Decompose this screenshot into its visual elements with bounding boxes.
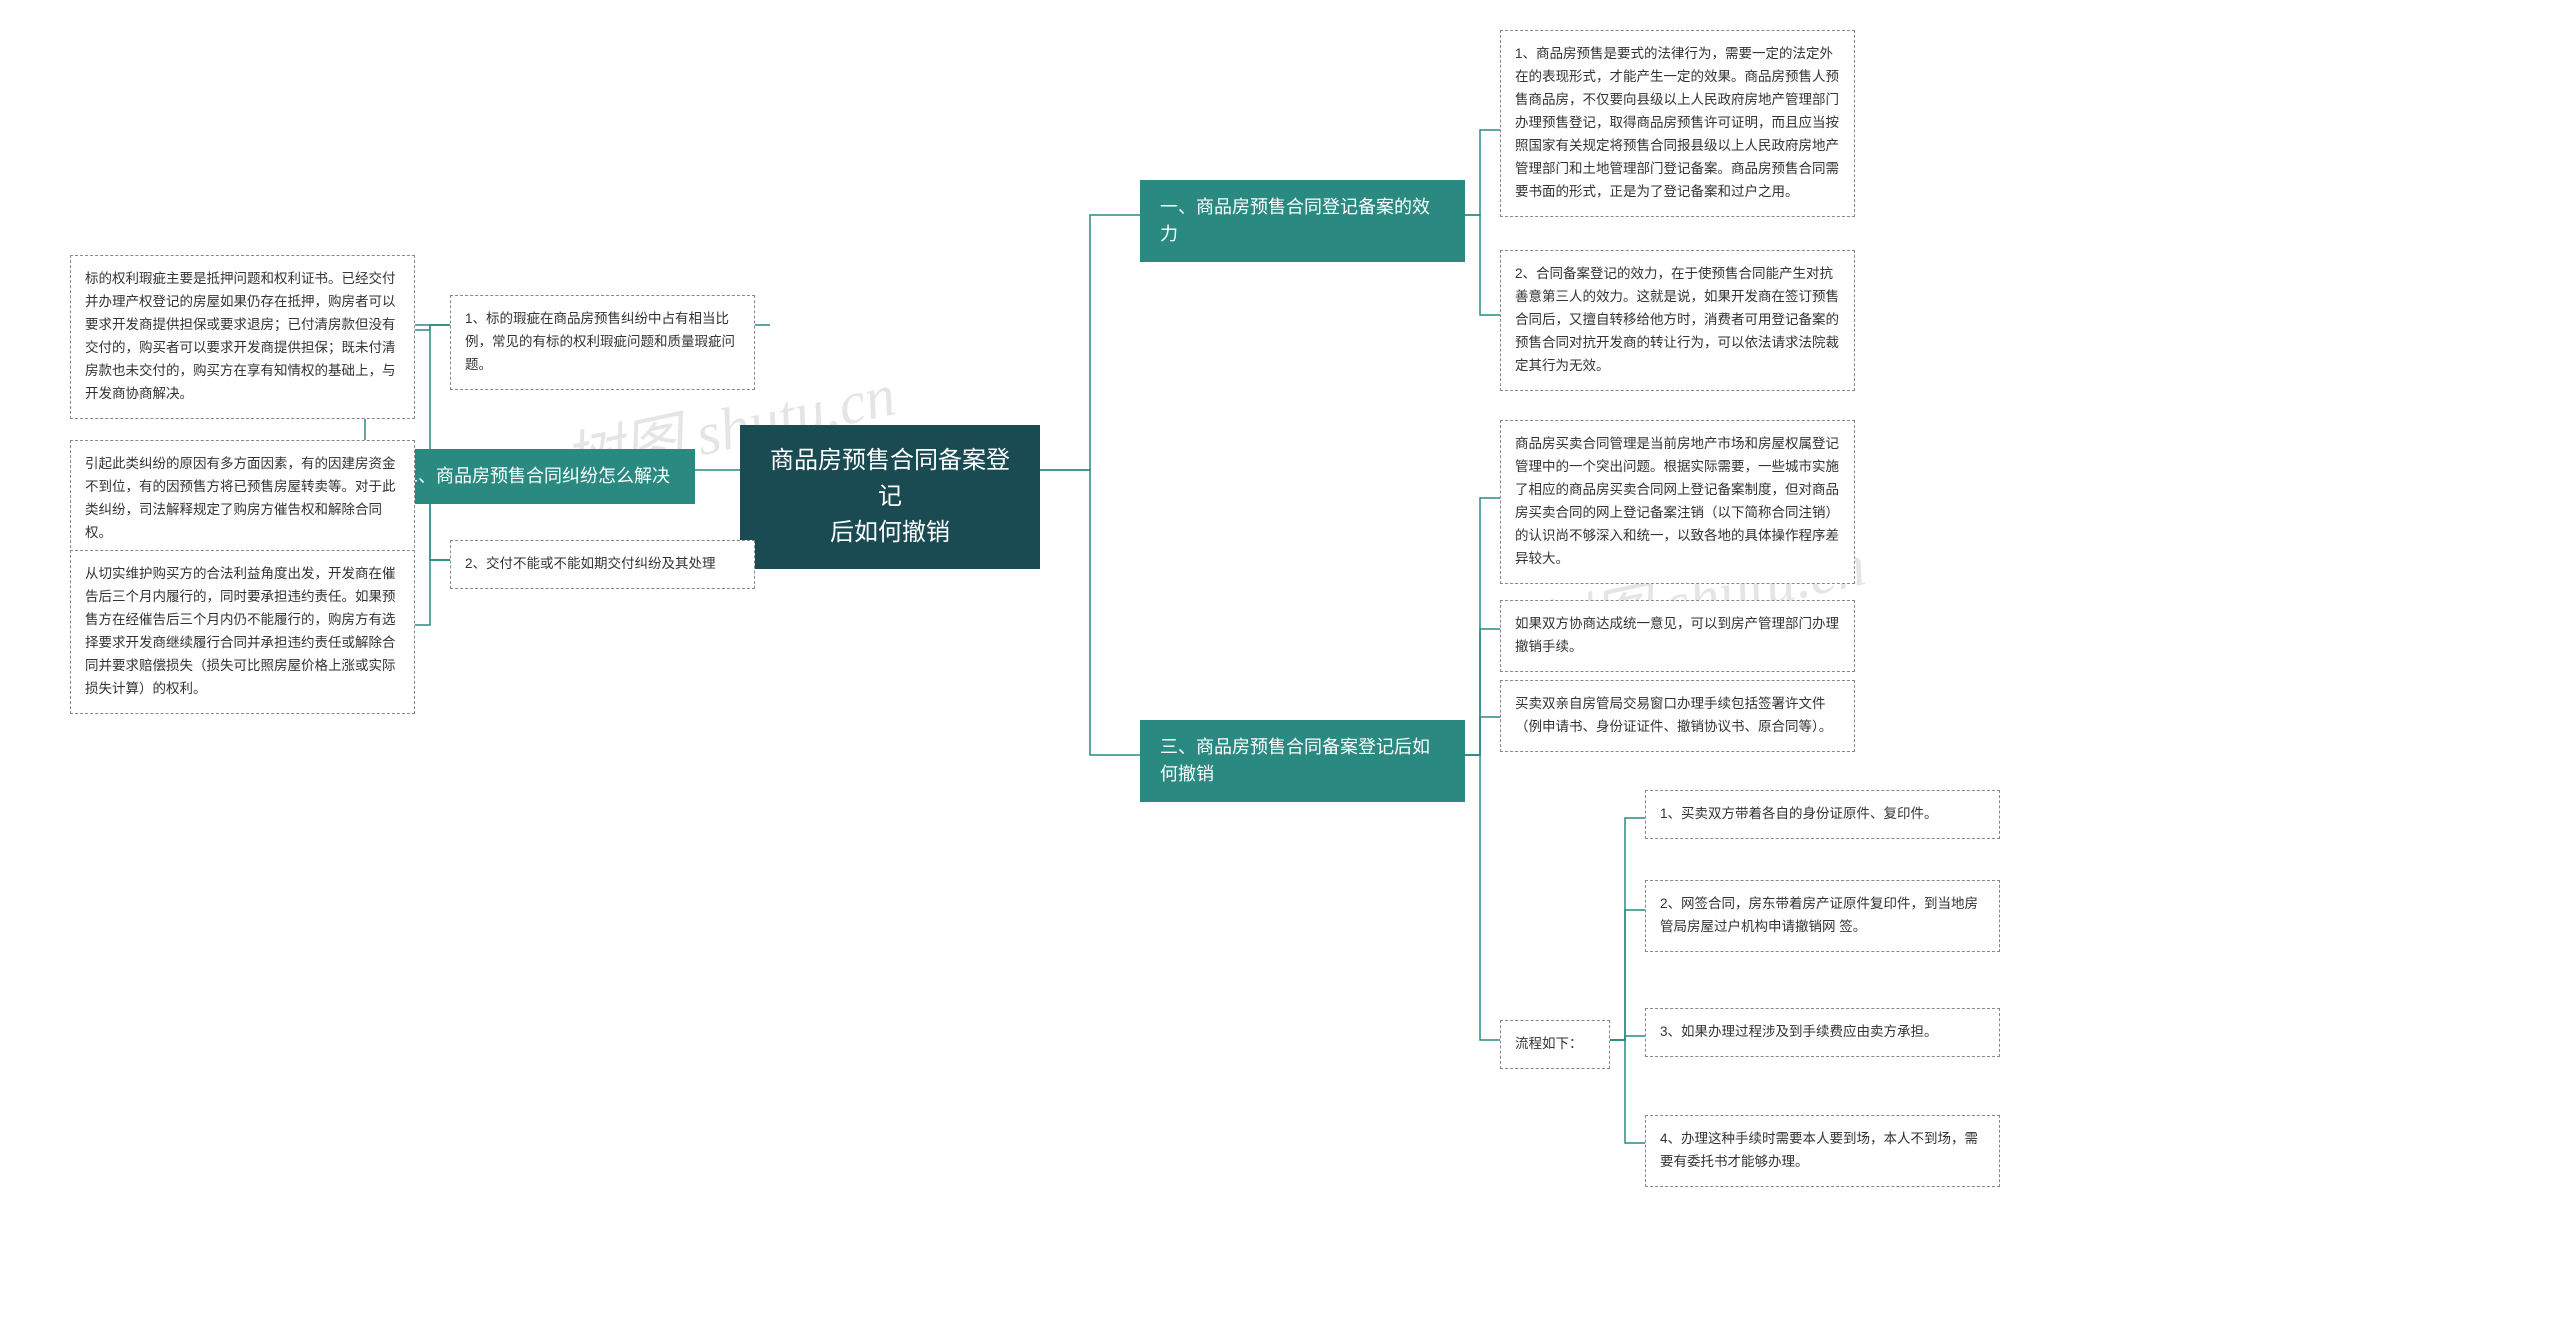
edge-l2b-l2b2 [415,560,450,625]
edge-b1-l1b [1465,215,1500,315]
edge-b1-l1a [1465,130,1500,215]
leaf-3d4: 4、办理这种手续时需要本人要到场，本人不到场，需要有委托书才能够办理。 [1645,1115,2000,1187]
leaf-2b: 2、交付不能或不能如期交付纠纷及其处理 [450,540,755,589]
branch-2: 二、商品房预售合同纠纷怎么解决 [380,449,695,504]
edge-b3-l3d [1465,755,1500,1040]
edge-b3-l3a [1465,498,1500,755]
leaf-3c: 买卖双亲自房管局交易窗口办理手续包括签署许文件（例申请书、身份证证件、撤销协议书… [1500,680,1855,752]
leaf-3d: 流程如下： [1500,1020,1610,1069]
edge-l3d-l3d3 [1610,1036,1645,1040]
branch-1: 一、商品房预售合同登记备案的效力 [1140,180,1465,262]
leaf-2b1: 引起此类纠纷的原因有多方面因素，有的因建房资金不到位，有的因预售方将已预售房屋转… [70,440,415,558]
leaf-1a: 1、商品房预售是要式的法律行为，需要一定的法定外在的表现形式，才能产生一定的效果… [1500,30,1855,217]
leaf-2a1: 标的权利瑕疵主要是抵押问题和权利证书。已经交付并办理产权登记的房屋如果仍存在抵押… [70,255,415,419]
edge-l3d-l3d1 [1610,818,1645,1040]
edge-l3d-l3d2 [1610,910,1645,1040]
branch-3: 三、商品房预售合同备案登记后如何撤销 [1140,720,1465,802]
leaf-3a: 商品房买卖合同管理是当前房地产市场和房屋权属登记管理中的一个突出问题。根据实际需… [1500,420,1855,584]
edge-l3d-l3d4 [1610,1040,1645,1143]
edge-l2a-l2a1 [415,325,450,330]
leaf-2b2: 从切实维护购买方的合法利益角度出发，开发商在催告后三个月内履行的，同时要承担违约… [70,550,415,714]
edge-b3-l3c [1465,717,1500,755]
leaf-3b: 如果双方协商达成统一意见，可以到房产管理部门办理撤销手续。 [1500,600,1855,672]
edge-root-b3 [1040,470,1140,755]
root-node: 商品房预售合同备案登记 后如何撤销 [740,425,1040,569]
leaf-2a: 1、标的瑕疵在商品房预售纠纷中占有相当比例，常见的有标的权利瑕疵问题和质量瑕疵问… [450,295,755,390]
leaf-1b: 2、合同备案登记的效力，在于使预售合同能产生对抗善意第三人的效力。这就是说，如果… [1500,250,1855,391]
leaf-3d3: 3、如果办理过程涉及到手续费应由卖方承担。 [1645,1008,2000,1057]
leaf-3d2: 2、网签合同，房东带着房产证原件复印件，到当地房管局房屋过户机构申请撤销网 签。 [1645,880,2000,952]
edge-b3-l3b [1465,629,1500,755]
leaf-3d1: 1、买卖双方带着各自的身份证原件、复印件。 [1645,790,2000,839]
edge-root-b1 [1040,215,1140,470]
